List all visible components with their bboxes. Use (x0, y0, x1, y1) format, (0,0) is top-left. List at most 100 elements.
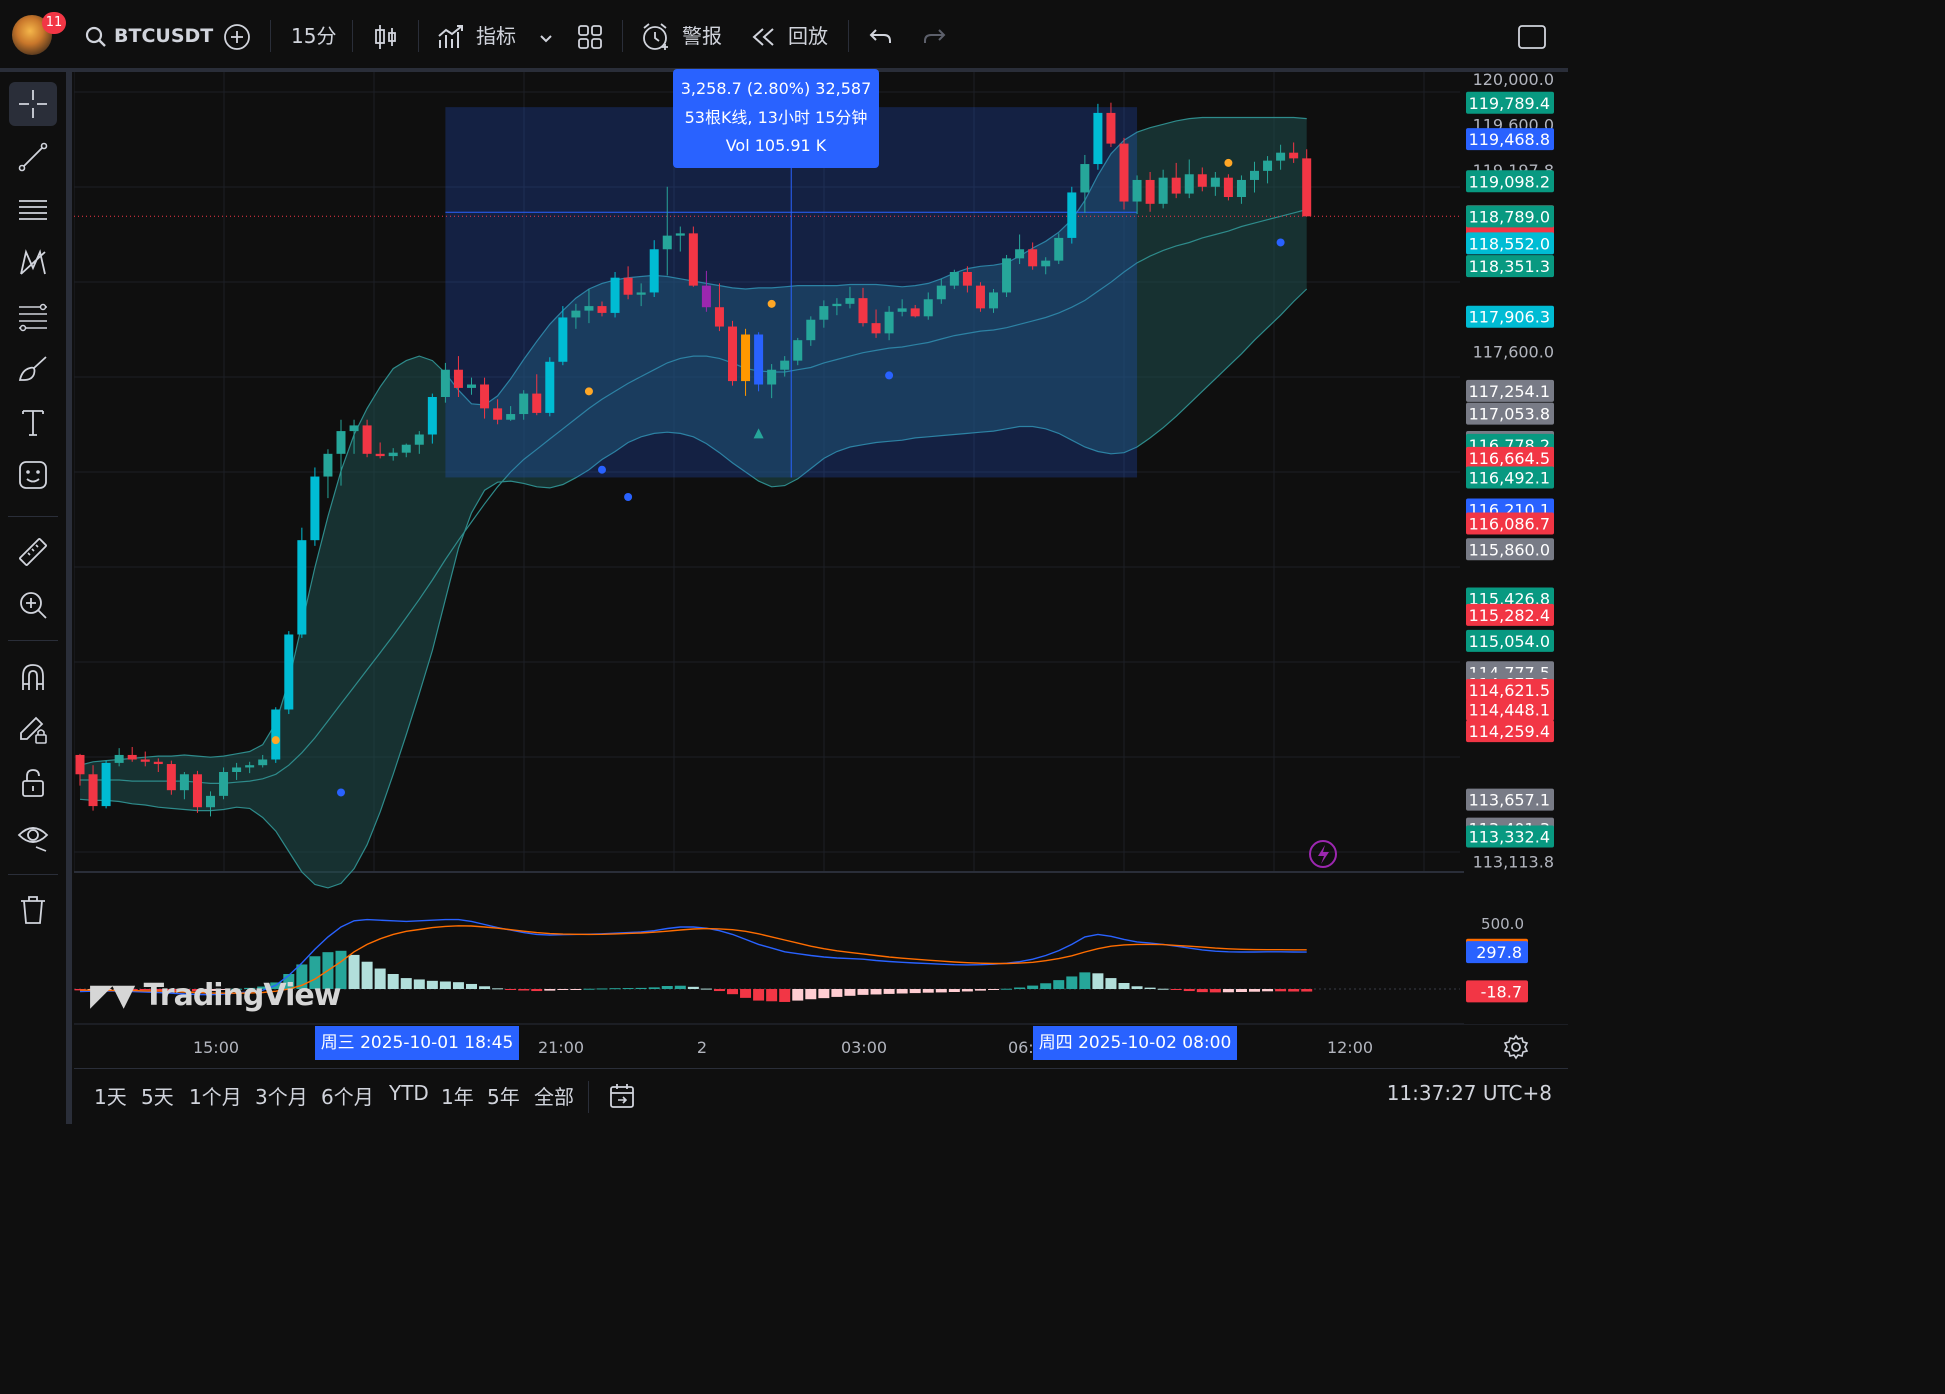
replay-rewind-icon[interactable] (751, 26, 777, 52)
trash-icon[interactable] (9, 888, 57, 932)
range-5y[interactable]: 5年 (487, 1085, 520, 1109)
time-label-start: 周三 2025-10-01 18:45 (315, 1026, 519, 1060)
add-symbol-icon[interactable] (222, 22, 252, 56)
lightning-icon (1309, 840, 1337, 868)
chevron-down-icon[interactable] (539, 30, 553, 49)
candle-body (636, 292, 646, 295)
layout-grid-icon[interactable] (577, 24, 603, 54)
text-icon[interactable] (9, 400, 57, 444)
macd-histogram-bar (1249, 989, 1260, 992)
replay-button[interactable]: 回放 (788, 24, 828, 48)
horizontal-lines-icon[interactable] (9, 188, 57, 232)
price-label-box (1466, 305, 1554, 328)
macd-histogram-bar (231, 988, 243, 990)
price-tick-label: 117,600.0 (1473, 343, 1554, 362)
top-toolbar: 11 BTCUSDT 15分 指标 警报 回放 (0, 0, 1568, 72)
range-ytd[interactable]: YTD (389, 1081, 429, 1105)
indicators-icon[interactable] (437, 22, 467, 56)
range-all[interactable]: 全部 (534, 1085, 574, 1109)
signal-dot (624, 493, 633, 501)
magnet-icon[interactable] (9, 655, 57, 699)
ruler-icon[interactable] (9, 530, 57, 574)
price-label-box (1466, 603, 1554, 626)
alert-clock-icon[interactable] (641, 22, 671, 56)
symbol-search[interactable]: BTCUSDT (114, 25, 214, 47)
zoom-in-icon[interactable] (9, 583, 57, 627)
pattern-icon[interactable] (9, 241, 57, 285)
candle-body (962, 272, 972, 286)
candle-body (440, 369, 450, 397)
brush-icon[interactable] (9, 347, 57, 391)
price-label: 115,282.4 (1469, 606, 1550, 625)
price-label: 116,664.5 (1469, 449, 1550, 468)
macd-histogram-bar (361, 961, 373, 989)
redo-icon[interactable] (921, 26, 947, 52)
macd-histogram-bar (283, 973, 295, 989)
signal-dot (885, 371, 894, 380)
candles-icon[interactable] (372, 22, 400, 56)
macd-histogram-bar (335, 950, 347, 989)
macd-histogram-bar (1040, 983, 1052, 989)
macd-histogram-bar (583, 988, 595, 990)
trend-line-icon[interactable] (9, 135, 57, 179)
undo-icon[interactable] (868, 26, 894, 52)
candle-body (297, 540, 307, 635)
price-chart[interactable]: 120,000.0119,600.0119,197.8117,600.0113,… (74, 72, 1568, 1068)
price-label: 114,259.4 (1469, 722, 1550, 741)
fib-levels-icon[interactable] (9, 294, 57, 338)
macd-histogram-bar (935, 989, 947, 993)
candle-body (1015, 249, 1025, 259)
crosshair-icon[interactable] (9, 82, 57, 126)
indicators-button[interactable]: 指标 (476, 24, 516, 48)
candle-body (532, 393, 542, 413)
price-label: 116,086.7 (1469, 515, 1550, 534)
lock-icon[interactable] (9, 761, 57, 805)
candle-body (923, 299, 933, 317)
signal-line (80, 925, 1307, 994)
candle-body (989, 292, 998, 309)
price-label: 115,054.0 (1469, 632, 1550, 651)
macd-histogram-bar (126, 989, 138, 990)
time-tick-label: 12:00 (1327, 1038, 1373, 1057)
macd-histogram-bar (635, 987, 647, 989)
macd-histogram-bar (1183, 989, 1195, 992)
price-label-box (1466, 679, 1554, 702)
range-1d[interactable]: 1天 (94, 1085, 127, 1109)
candle-body (1158, 177, 1168, 204)
price-label: 114,448.1 (1469, 701, 1550, 720)
range-3m[interactable]: 3个月 (255, 1085, 308, 1109)
emoji-icon[interactable] (9, 453, 57, 497)
search-icon[interactable] (84, 25, 108, 53)
candle-body (401, 444, 411, 453)
macd-histogram-bar (1053, 980, 1065, 989)
range-5d[interactable]: 5天 (141, 1085, 174, 1109)
price-label: 115,860.0 (1469, 540, 1550, 559)
interval-selector[interactable]: 15分 (291, 24, 337, 48)
range-1m[interactable]: 1个月 (189, 1085, 242, 1109)
macd-histogram-bar (870, 989, 882, 995)
alerts-button[interactable]: 警报 (682, 24, 722, 48)
tradingview-logo-icon: ◤▼ (90, 978, 135, 1013)
lock-drawing-icon[interactable] (9, 708, 57, 752)
candle-body (114, 754, 124, 763)
chart-area[interactable]: 120,000.0119,600.0119,197.8117,600.0113,… (74, 72, 1568, 1124)
range-1y[interactable]: 1年 (441, 1085, 474, 1109)
macd-histogram-bar (1288, 989, 1300, 992)
time-tick-label: 15:00 (193, 1038, 239, 1057)
settings-gear-icon[interactable] (1503, 1034, 1529, 1064)
fullscreen-icon[interactable] (1517, 24, 1547, 54)
macd-histogram-bar (309, 956, 321, 989)
range-6m[interactable]: 6个月 (321, 1085, 374, 1109)
eye-icon[interactable] (9, 814, 57, 858)
measure-bars: 53根K线, 13小时 15分钟 (684, 107, 868, 127)
candle-body (1184, 174, 1194, 194)
macd-histogram-bar (387, 973, 399, 989)
macd-histogram-bar (818, 989, 830, 999)
candle-body (1223, 177, 1233, 197)
candle-body (493, 408, 503, 420)
date-range-calendar-icon[interactable] (608, 1081, 636, 1115)
macd-histogram-bar (1275, 989, 1287, 992)
candle-body (1250, 170, 1259, 180)
macd-histogram-bar (400, 978, 412, 989)
price-label: 119,098.2 (1469, 172, 1550, 191)
